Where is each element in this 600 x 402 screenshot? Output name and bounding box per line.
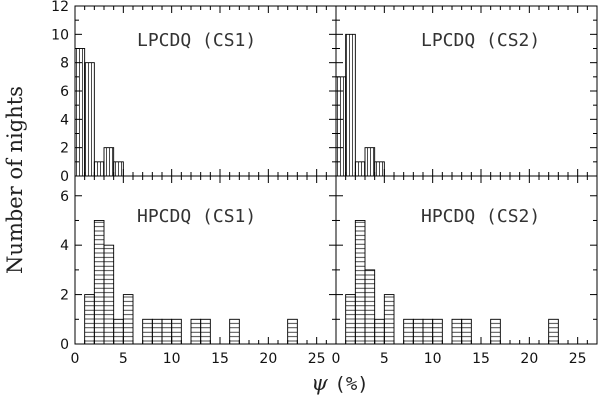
bar-3 [364,147,376,177]
y-tick-label: 10 [51,27,69,43]
bar-1 [345,33,356,177]
bar-4 [113,318,124,345]
bar-0 [74,48,86,177]
x-tick-label: 15 [472,351,490,367]
bar-4 [374,318,385,345]
bar-16 [229,318,240,345]
y-tick-label: 4 [60,238,69,254]
panel-bottom-left: 0 2 4 6 0 5 10 15 20 25 HPCDQ (CS1) [60,175,337,367]
bar-7 [403,318,414,345]
panel-top-right: LPCDQ (CS2) [335,5,598,177]
bar-1 [84,62,95,177]
bar-2 [354,220,366,345]
bar-3 [103,147,115,177]
bar-5 [383,294,395,345]
x-tick-label: 10 [424,351,442,367]
y-tick-label: 2 [60,288,69,304]
x-axis-symbol: ψ [311,371,328,395]
x-axis-title: ψ (%) [311,371,368,395]
x-tick-label: 5 [119,351,128,367]
bar-4 [374,161,385,177]
y-tick-label: 0 [60,169,69,185]
y-tick-label: 0 [60,337,69,353]
panel-title: HPCDQ (CS2) [421,206,540,227]
bar-7 [142,318,153,345]
x-tick-label: 25 [569,351,587,367]
x-tick-label: 20 [520,351,538,367]
bar-13 [461,318,472,345]
bar-8 [412,318,424,345]
x-tick-label: 20 [259,351,277,367]
y-axis-title: Number of nights [3,86,27,274]
bar-3 [364,269,376,345]
x-tick-label: 0 [332,351,341,367]
bar-2 [354,161,366,177]
bar-1 [345,294,356,345]
bar-5 [122,294,134,345]
y-tick-label: 2 [60,141,69,157]
y-tick-label: 12 [51,0,69,15]
bar-0 [335,76,347,177]
bar-10 [171,318,182,345]
x-tick-label: 10 [163,351,181,367]
panel-frame [74,175,337,345]
x-axis-unit: (%) [334,373,368,395]
bar-1 [84,294,95,345]
x-tick-label: 5 [380,351,389,367]
panel-top-left: 0 2 4 6 8 10 12 LPCDQ (CS1) [51,0,337,185]
bar-2 [93,161,105,177]
panel-title: LPCDQ (CS2) [421,30,540,51]
y-tick-label: 4 [60,112,69,128]
y-tick-label: 6 [60,189,69,205]
bar-13 [200,318,211,345]
y-tick-label: 6 [60,84,69,100]
bar-9 [161,318,173,345]
panel-grid: 0 2 4 6 8 10 12 LPCDQ (CS1) LPCDQ (CS2) 0 2 4 6 0 5 10 1… [51,0,598,367]
bar-8 [151,318,163,345]
bar-10 [432,318,443,345]
bar-12 [190,318,202,345]
bar-16 [490,318,501,345]
bar-22 [548,318,559,345]
bar-2 [93,220,105,345]
panel-title: LPCDQ (CS1) [137,30,256,51]
x-tick-label: 0 [71,351,80,367]
bar-22 [287,318,298,345]
bar-3 [103,244,115,345]
panel-bottom-right: 0 5 10 15 20 25 HPCDQ (CS2) [332,175,598,367]
panel-title: HPCDQ (CS1) [137,206,256,227]
bar-9 [422,318,434,345]
y-tick-label: 8 [60,56,69,72]
bar-4 [113,161,124,177]
bar-12 [451,318,463,345]
x-tick-label: 25 [308,351,326,367]
panel-frame [335,175,598,345]
x-tick-label: 15 [211,351,229,367]
